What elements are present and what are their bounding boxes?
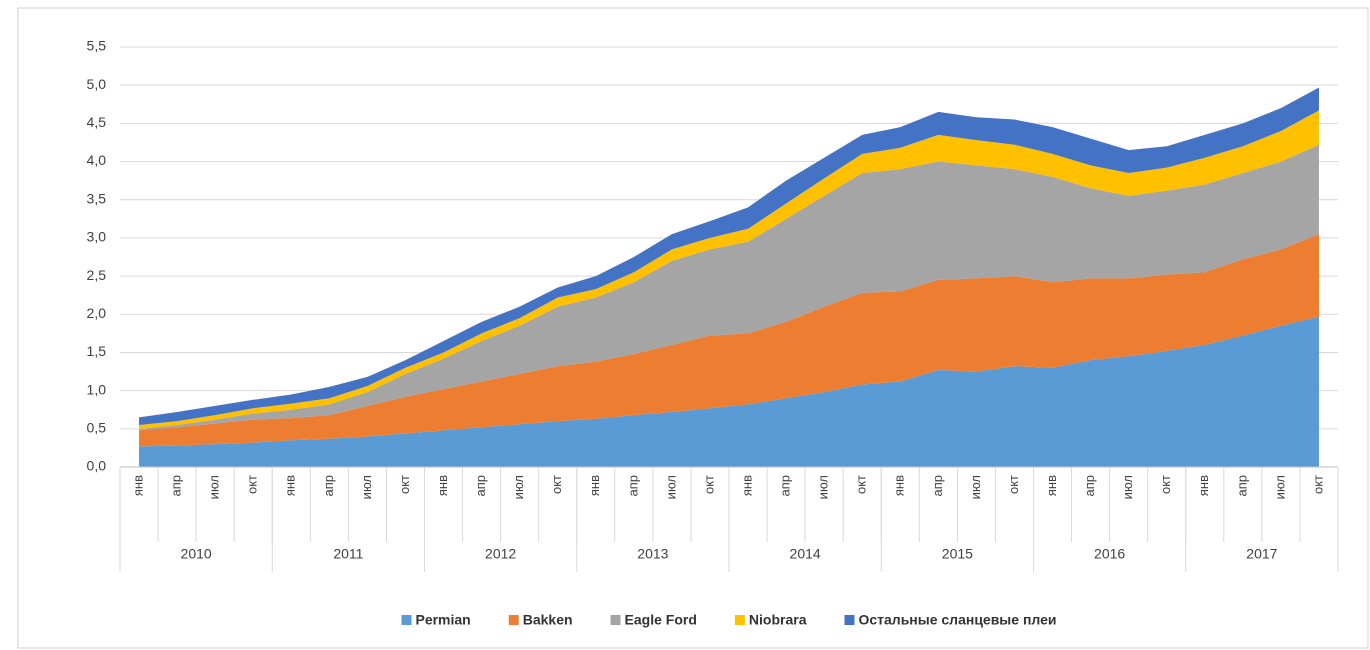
x-tick-label: окт bbox=[701, 475, 716, 494]
x-tick-label: июл bbox=[359, 475, 374, 499]
y-tick-label: 3,0 bbox=[87, 229, 107, 245]
x-tick-label: янв bbox=[1044, 475, 1059, 496]
y-tick-label: 0,5 bbox=[87, 420, 107, 436]
x-tick-label: апр bbox=[1082, 475, 1097, 497]
x-tick-label: июл bbox=[511, 475, 526, 499]
legend: Permian Bakken Eagle Ford Niobrara Остальные… bbox=[401, 612, 1057, 628]
x-tick-label: окт bbox=[549, 475, 564, 494]
year-label: 2010 bbox=[181, 546, 212, 562]
area bbox=[139, 144, 1319, 431]
x-tick-label: окт bbox=[1310, 475, 1325, 494]
x-tick-label: апр bbox=[1234, 475, 1249, 497]
x-tick-label: янв bbox=[130, 475, 145, 496]
legend-swatch bbox=[844, 615, 855, 625]
x-tick-label: июл bbox=[663, 475, 678, 499]
x-tick-label: апр bbox=[625, 475, 640, 497]
x-tick-label: июл bbox=[1272, 475, 1287, 499]
x-tick-label: янв bbox=[892, 475, 907, 496]
y-tick-label: 4,0 bbox=[87, 152, 107, 168]
legend-label: Niobrara bbox=[749, 612, 807, 628]
x-tick-label: окт bbox=[854, 475, 869, 494]
y-tick-label: 3,5 bbox=[87, 190, 107, 206]
y-tick-label: 5,0 bbox=[87, 76, 107, 92]
legend-swatch bbox=[734, 615, 745, 625]
area bbox=[139, 316, 1319, 467]
y-tick-label: 2,5 bbox=[87, 267, 107, 283]
x-tick-label: янв bbox=[435, 475, 450, 496]
year-label: 2011 bbox=[333, 546, 363, 562]
year-label: 2017 bbox=[1246, 546, 1277, 562]
x-tick-label: апр bbox=[321, 475, 336, 497]
year-label: 2016 bbox=[1094, 546, 1125, 562]
x-tick-label: июл bbox=[207, 475, 222, 499]
legend-swatch bbox=[610, 615, 621, 625]
legend-label: Eagle Ford bbox=[625, 612, 697, 628]
year-label: 2012 bbox=[485, 546, 516, 562]
legend-label: Permian bbox=[415, 612, 470, 628]
year-label: 2015 bbox=[942, 546, 973, 562]
x-tick-label: янв bbox=[283, 475, 298, 496]
x-tick-label: окт bbox=[1006, 475, 1021, 494]
y-tick-label: 4,5 bbox=[87, 114, 107, 130]
x-tick-label: янв bbox=[739, 475, 754, 496]
x-tick-label: апр bbox=[778, 475, 793, 497]
area bbox=[139, 234, 1319, 447]
y-tick-label: 1,5 bbox=[87, 343, 107, 359]
x-tick-label: окт bbox=[397, 475, 412, 494]
y-tick-label: 5,5 bbox=[87, 38, 107, 54]
x-tick-label: июл bbox=[816, 475, 831, 499]
legend-label: Остальные сланцевые плеи bbox=[858, 612, 1056, 628]
legend-swatch bbox=[508, 615, 519, 625]
legend-label: Bakken bbox=[523, 612, 573, 628]
x-tick-label: апр bbox=[169, 475, 184, 497]
x-tick-label: апр bbox=[930, 475, 945, 497]
x-tick-label: янв bbox=[1196, 475, 1211, 496]
year-label: 2014 bbox=[790, 546, 821, 562]
year-label: 2013 bbox=[637, 546, 668, 562]
x-tick-label: июл bbox=[1120, 475, 1135, 499]
x-tick-label: окт bbox=[245, 475, 260, 494]
y-tick-label: 0,0 bbox=[87, 458, 107, 474]
legend-swatch bbox=[401, 615, 412, 625]
x-tick-label: июл bbox=[968, 475, 983, 499]
x-tick-label: окт bbox=[1158, 475, 1173, 494]
y-tick-label: 2,0 bbox=[87, 305, 107, 321]
x-tick-label: апр bbox=[473, 475, 488, 497]
x-tick-label: янв bbox=[587, 475, 602, 496]
y-tick-label: 1,0 bbox=[87, 381, 107, 397]
